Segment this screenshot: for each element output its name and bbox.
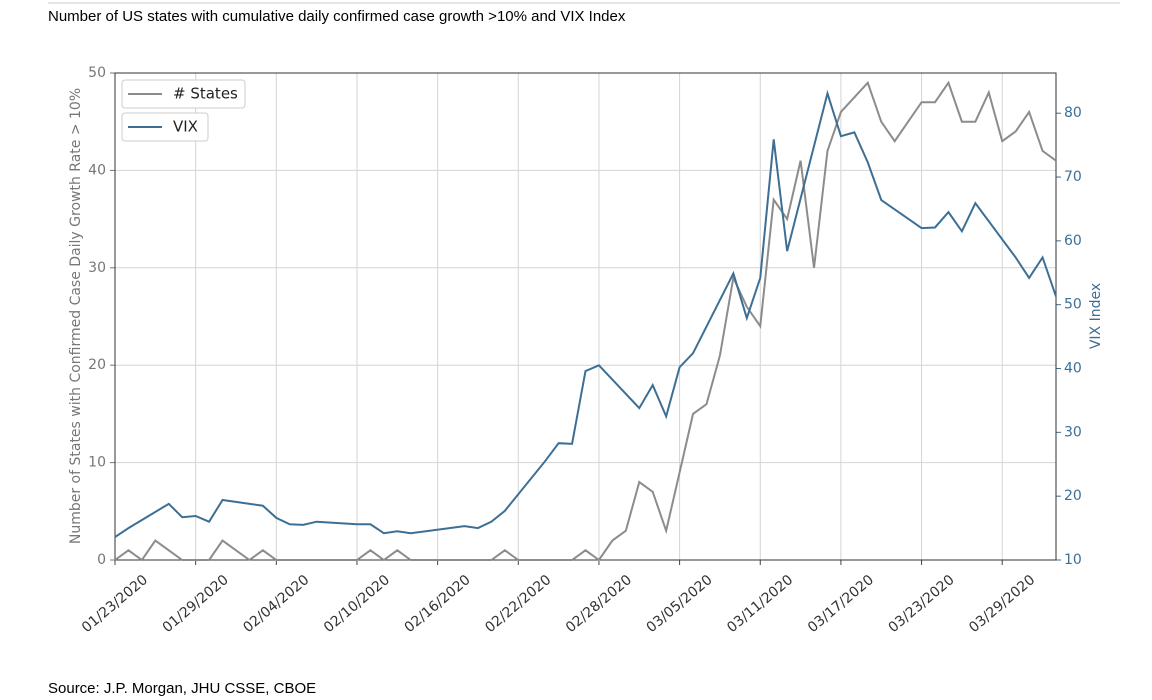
x-tick-label: 03/17/2020 <box>805 572 877 636</box>
plot-frame <box>114 72 1057 561</box>
legend-box <box>121 112 209 142</box>
y-tick-label: 10 <box>88 455 106 471</box>
y2-tick-label: 70 <box>1064 169 1082 185</box>
y-tick-label: 30 <box>88 260 106 276</box>
series-line <box>114 80 1057 562</box>
x-tick-label: 02/04/2020 <box>240 572 312 636</box>
y-tick-label: 40 <box>88 162 106 178</box>
x-tick-label: 02/16/2020 <box>402 572 474 636</box>
y2-tick-label: 30 <box>1064 424 1082 440</box>
x-tick-label: 01/29/2020 <box>160 572 232 636</box>
series-line <box>114 89 1057 538</box>
y2-tick-label: 20 <box>1064 488 1082 504</box>
y-tick-label: 50 <box>88 65 106 81</box>
x-tick-label: 03/29/2020 <box>966 572 1038 636</box>
y-tick-label: 20 <box>88 357 106 373</box>
x-tick-label: 02/28/2020 <box>563 572 635 636</box>
chart-title: Number of US states with cumulative dail… <box>48 8 626 25</box>
y-axis-label: Number of States with Confirmed Case Dai… <box>68 88 84 544</box>
y2-tick-label: 50 <box>1064 297 1082 313</box>
legend-label: VIX <box>173 118 198 136</box>
source: Source: J.P. Morgan, JHU CSSE, CBOE <box>48 680 316 697</box>
legend-label: # States <box>173 85 238 103</box>
x-tick-label: 02/22/2020 <box>482 572 554 636</box>
y-tick-label: 0 <box>97 552 106 568</box>
y2-tick-label: 10 <box>1064 552 1082 568</box>
x-tick-label: 02/10/2020 <box>321 572 393 636</box>
x-tick-label: 03/05/2020 <box>644 572 716 636</box>
y2-axis-label: VIX Index <box>1088 283 1104 349</box>
x-tick-label: 03/11/2020 <box>724 572 796 636</box>
x-tick-label: 01/23/2020 <box>79 572 151 636</box>
y2-tick-label: 40 <box>1064 361 1082 377</box>
y2-tick-label: 80 <box>1064 105 1082 121</box>
y2-tick-label: 60 <box>1064 233 1082 249</box>
legend-box <box>121 79 246 109</box>
x-tick-label: 03/23/2020 <box>886 572 958 636</box>
